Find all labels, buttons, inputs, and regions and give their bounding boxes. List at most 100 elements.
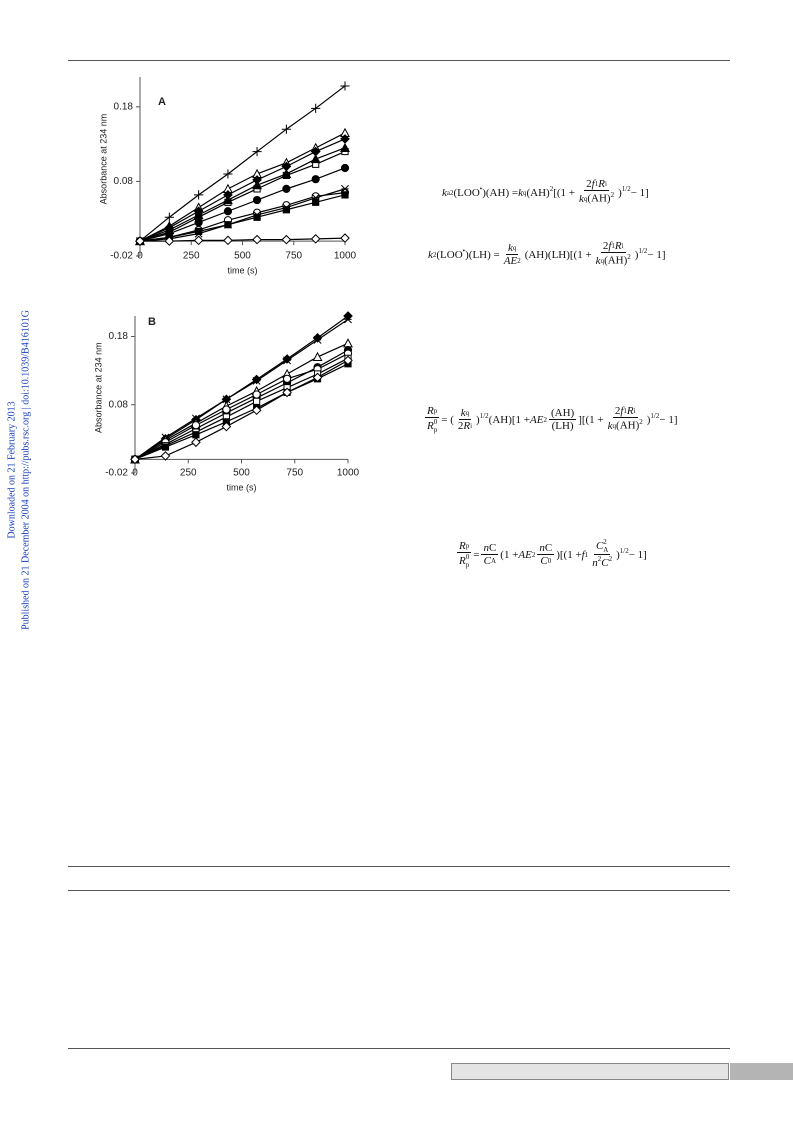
y-tick-label: -0.02 bbox=[110, 251, 133, 262]
eq-sub: 0 bbox=[547, 557, 552, 566]
rule bbox=[68, 890, 730, 891]
eq-symbol: • bbox=[480, 185, 482, 201]
eq-symbol: AE 2 bbox=[518, 549, 535, 561]
numerator: (AH) bbox=[548, 407, 577, 420]
eq-scripts: 2 bbox=[550, 185, 554, 193]
eq-text: ) bbox=[634, 248, 639, 261]
x-tick-label: 0 bbox=[132, 468, 138, 479]
eq-text: (AH) bbox=[550, 407, 575, 419]
data-point bbox=[310, 153, 321, 164]
eq-scripts: 1 bbox=[623, 407, 627, 415]
eq-base: k bbox=[578, 192, 584, 205]
eq-text: )(AH) = bbox=[482, 186, 519, 199]
eq-text: 2 bbox=[457, 420, 464, 432]
eq-scripts: 1/2 bbox=[480, 412, 489, 420]
data-point bbox=[194, 190, 204, 200]
eq-base: AE bbox=[518, 548, 532, 561]
data-point bbox=[130, 454, 140, 465]
eq-base: AE bbox=[530, 413, 544, 426]
eq-text: − 1] bbox=[647, 248, 666, 261]
eq-sub: q bbox=[465, 409, 470, 418]
denominator: k q (AH) 2 bbox=[606, 418, 645, 434]
rule bbox=[68, 866, 730, 867]
y-tick-label: 0.18 bbox=[114, 101, 134, 112]
eq-sub: p bbox=[465, 542, 470, 551]
eq-scripts: 1/2 bbox=[650, 412, 659, 420]
eq-scripts: 2 bbox=[611, 191, 615, 199]
eq-sub: i bbox=[470, 422, 473, 431]
eq-scripts: 1/2 bbox=[622, 185, 631, 193]
numerator: nC bbox=[481, 542, 499, 555]
denominator: k q (AH) 2 bbox=[594, 253, 633, 269]
x-tick-label: 750 bbox=[286, 468, 303, 479]
eq-symbol: n bbox=[539, 542, 545, 554]
series-line bbox=[139, 147, 346, 242]
eq-sub: A bbox=[491, 557, 497, 566]
eq-base: f bbox=[581, 548, 585, 561]
eq-base: k bbox=[508, 242, 513, 254]
eq-text: ][(1 + bbox=[578, 413, 604, 426]
eq-symbol: AE 2 bbox=[530, 414, 547, 426]
y-axis-label: Absorbance at 234 nm bbox=[93, 342, 103, 433]
fraction: k q AE 2 bbox=[502, 242, 523, 267]
x-tick-label: 1000 bbox=[334, 251, 357, 262]
data-point bbox=[191, 437, 201, 448]
eq-scripts: q bbox=[584, 195, 588, 203]
eq-base: f bbox=[591, 178, 595, 190]
eq-base: R bbox=[598, 178, 605, 190]
eq-text: 2 bbox=[602, 240, 609, 252]
eq-scripts: p bbox=[434, 407, 438, 415]
eq-base: R bbox=[459, 554, 466, 567]
eq-sub: i bbox=[604, 180, 607, 189]
eq-text: [(1 + bbox=[553, 186, 575, 199]
x-tick-label: 1000 bbox=[337, 468, 360, 479]
eq-base: k bbox=[595, 254, 601, 267]
data-point bbox=[252, 376, 261, 385]
eq-symbol: 2 bbox=[611, 191, 615, 205]
series-line bbox=[139, 85, 346, 242]
eq-sup: 2 bbox=[603, 538, 607, 546]
eq-scripts: 2 bbox=[598, 555, 602, 563]
series-line bbox=[134, 318, 349, 460]
eq-sub: p bbox=[433, 426, 438, 434]
data-point bbox=[310, 234, 321, 244]
eq-sub: p bbox=[465, 561, 470, 569]
data-point bbox=[224, 221, 232, 229]
eq-text: C bbox=[488, 542, 497, 554]
eq-base: k bbox=[518, 186, 523, 199]
data-point bbox=[164, 236, 175, 246]
eq-scripts: A bbox=[491, 557, 496, 565]
series-line bbox=[139, 138, 346, 242]
eq-scripts: 1 bbox=[595, 180, 599, 188]
eq-sup: 2 bbox=[549, 184, 554, 193]
data-point bbox=[311, 103, 321, 113]
eq-symbol: 1/2 bbox=[622, 185, 631, 201]
eq-text: )(LH) = bbox=[465, 248, 500, 261]
eq-symbol: 2 bbox=[627, 253, 631, 267]
eq-symbol: n bbox=[483, 542, 489, 554]
eq-sub: 1 bbox=[594, 180, 599, 189]
eq-sub: i bbox=[621, 242, 624, 251]
eq-base: C bbox=[595, 539, 604, 552]
eq-sup: 2 bbox=[639, 418, 643, 426]
data-point bbox=[343, 338, 353, 348]
eq-text: (AH) bbox=[604, 254, 628, 267]
fraction: (AH) (LH) bbox=[548, 407, 577, 432]
